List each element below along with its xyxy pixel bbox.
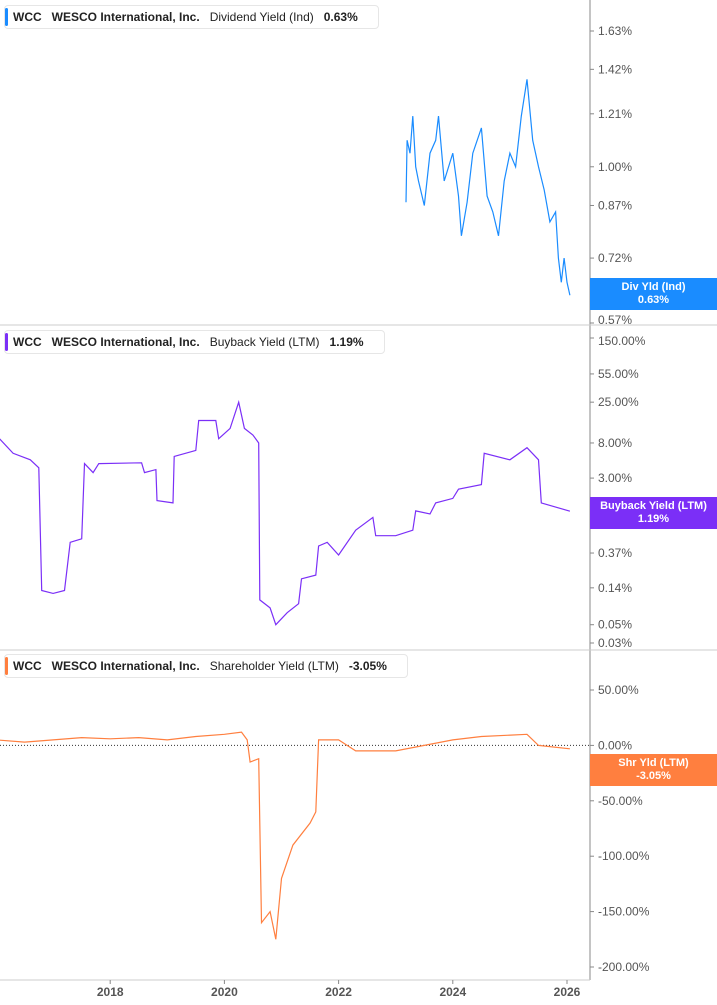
- x-tick-label: 2020: [211, 985, 238, 999]
- y-tick-label: 1.00%: [598, 160, 632, 174]
- y-tick-label: 3.00%: [598, 471, 632, 485]
- series-line-1: [0, 399, 571, 626]
- y-tick-label: 50.00%: [598, 683, 639, 697]
- x-tick-label: 2024: [439, 985, 466, 999]
- y-tick-label: -100.00%: [598, 849, 650, 863]
- legend-metric: Buyback Yield (LTM): [209, 335, 320, 349]
- y-tick-label: 25.00%: [598, 395, 639, 409]
- legend-metric: Shareholder Yield (LTM): [209, 659, 339, 673]
- y-tick-label: 1.21%: [598, 107, 632, 121]
- legend-value: 0.63%: [323, 10, 358, 24]
- legend-ticker: WCC: [13, 659, 42, 673]
- y-tick-label: 0.37%: [598, 546, 632, 560]
- y-tick-label: 0.03%: [598, 636, 632, 650]
- badge-value: 1.19%: [637, 513, 670, 525]
- y-tick-label: 1.63%: [598, 24, 632, 38]
- y-tick-label: -200.00%: [598, 960, 650, 974]
- y-tick-label: 0.05%: [598, 618, 632, 632]
- y-tick-label: 8.00%: [598, 436, 632, 450]
- legend-ticker: WCC: [13, 335, 42, 349]
- badge-buyback-yield: Buyback Yield (LTM) 1.19%: [590, 497, 717, 529]
- legend-metric: Dividend Yield (Ind): [209, 10, 314, 24]
- y-tick-label: -50.00%: [598, 794, 643, 808]
- series-line-2: [0, 731, 570, 940]
- badge-value: -3.05%: [636, 770, 671, 782]
- x-tick-label: 2018: [97, 985, 124, 999]
- badge-value: 0.63%: [637, 294, 670, 306]
- badge-shareholder-yield: Shr Yld (LTM) -3.05%: [590, 754, 717, 786]
- badge-label: Div Yld (Ind): [621, 281, 686, 293]
- series-line-0: [405, 79, 571, 296]
- y-tick-label: 150.00%: [598, 334, 646, 348]
- badge-dividend-yield: Div Yld (Ind) 0.63%: [590, 278, 717, 310]
- y-tick-label: 0.87%: [598, 198, 632, 212]
- legend-company: WESCO International, Inc.: [51, 10, 200, 24]
- x-tick-label: 2026: [554, 985, 581, 999]
- y-tick-label: 0.57%: [598, 313, 632, 327]
- legend-company: WESCO International, Inc.: [51, 659, 200, 673]
- legend-value: -3.05%: [348, 659, 387, 673]
- y-tick-label: 0.00%: [598, 738, 632, 752]
- y-tick-label: -150.00%: [598, 905, 650, 919]
- legend-shareholder-yield: WCC WESCO International, Inc. Shareholder …: [4, 654, 408, 678]
- badge-label: Shr Yld (LTM): [618, 757, 689, 769]
- legend-company: WESCO International, Inc.: [51, 335, 200, 349]
- legend-ticker: WCC: [13, 10, 42, 24]
- x-tick-label: 2022: [325, 985, 352, 999]
- legend-dividend-yield: WCC WESCO International, Inc. Dividend Yie…: [4, 5, 379, 29]
- legend-buyback-yield: WCC WESCO International, Inc. Buyback Yiel…: [4, 330, 385, 354]
- y-tick-label: 55.00%: [598, 367, 639, 381]
- badge-label: Buyback Yield (LTM): [600, 500, 707, 512]
- legend-value: 1.19%: [329, 335, 364, 349]
- y-tick-label: 0.72%: [598, 251, 632, 265]
- y-tick-label: 0.14%: [598, 581, 632, 595]
- y-tick-label: 1.42%: [598, 62, 632, 76]
